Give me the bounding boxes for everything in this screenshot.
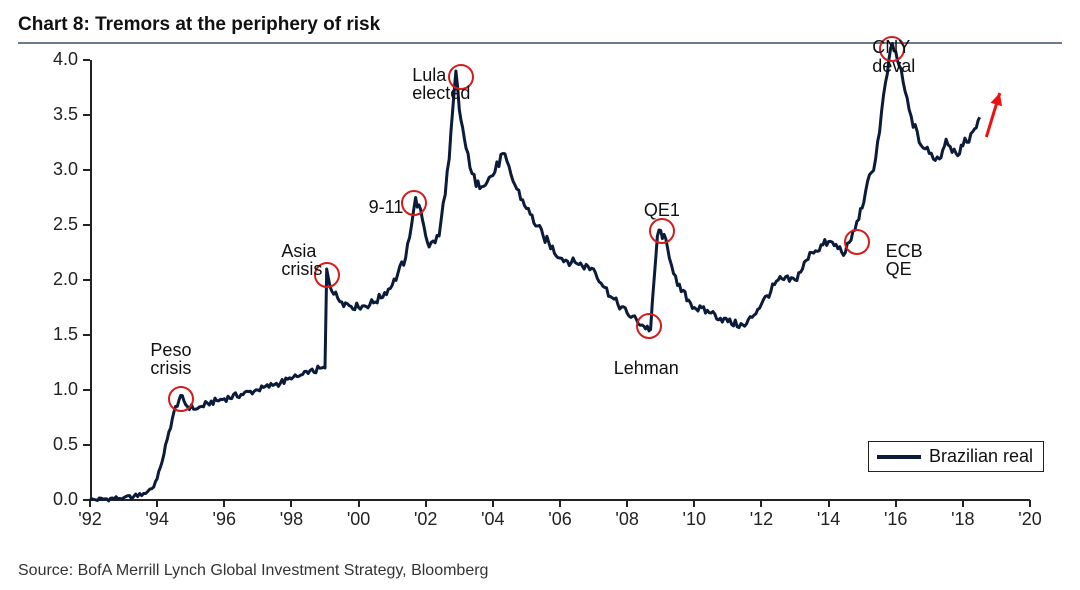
event-label: Lehman: [614, 359, 679, 378]
x-tick-label: '06: [548, 509, 571, 530]
y-tick: [83, 169, 90, 171]
x-tick-label: '16: [884, 509, 907, 530]
x-tick: [1029, 500, 1031, 507]
event-label: Asia crisis: [281, 242, 322, 280]
y-tick-label: 0.5: [28, 434, 78, 455]
event-marker-circle: [844, 229, 870, 255]
y-tick-label: 1.0: [28, 379, 78, 400]
y-tick-label: 0.0: [28, 489, 78, 510]
trend-arrow: [90, 60, 1030, 500]
x-tick-label: '08: [615, 509, 638, 530]
x-tick-label: '12: [750, 509, 773, 530]
y-tick-label: 2.5: [28, 214, 78, 235]
x-tick: [693, 500, 695, 507]
y-tick: [83, 59, 90, 61]
x-tick: [290, 500, 292, 507]
event-label: Peso crisis: [150, 341, 191, 379]
source-text: Source: BofA Merrill Lynch Global Invest…: [18, 562, 488, 580]
legend: Brazilian real: [868, 441, 1044, 472]
x-tick: [559, 500, 561, 507]
y-tick: [83, 114, 90, 116]
x-tick: [425, 500, 427, 507]
x-tick: [358, 500, 360, 507]
x-tick-label: '98: [280, 509, 303, 530]
event-marker-circle: [649, 218, 675, 244]
x-tick-label: '02: [414, 509, 437, 530]
x-tick-label: '10: [683, 509, 706, 530]
event-label: 9-11: [369, 198, 404, 217]
y-tick-label: 3.0: [28, 159, 78, 180]
event-marker-circle: [168, 386, 194, 412]
plot-area: 0.00.51.01.52.02.53.03.54.0'92'94'96'98'…: [90, 60, 1030, 500]
x-tick: [760, 500, 762, 507]
x-tick-label: '92: [78, 509, 101, 530]
x-tick: [828, 500, 830, 507]
legend-label: Brazilian real: [929, 446, 1033, 467]
y-tick-label: 3.5: [28, 104, 78, 125]
x-tick-label: '96: [213, 509, 236, 530]
x-tick-label: '20: [1018, 509, 1041, 530]
x-tick: [156, 500, 158, 507]
x-tick: [962, 500, 964, 507]
x-tick: [492, 500, 494, 507]
x-tick-label: '00: [347, 509, 370, 530]
event-label: Lula elected: [412, 66, 470, 104]
x-tick-label: '04: [481, 509, 504, 530]
x-tick: [895, 500, 897, 507]
x-tick-label: '14: [817, 509, 840, 530]
event-label: CNY deval: [872, 38, 915, 76]
y-tick: [83, 444, 90, 446]
x-tick-label: '94: [145, 509, 168, 530]
y-tick-label: 4.0: [28, 49, 78, 70]
y-tick-label: 1.5: [28, 324, 78, 345]
y-tick: [83, 334, 90, 336]
legend-swatch: [877, 455, 921, 459]
event-marker-circle: [401, 190, 427, 216]
x-tick-label: '18: [951, 509, 974, 530]
x-tick: [626, 500, 628, 507]
event-label: QE1: [644, 201, 680, 220]
y-tick: [83, 224, 90, 226]
chart-container: Chart 8: Tremors at the periphery of ris…: [0, 0, 1080, 590]
y-tick: [83, 389, 90, 391]
x-tick: [223, 500, 225, 507]
y-tick: [83, 279, 90, 281]
event-marker-circle: [636, 313, 662, 339]
y-tick-label: 2.0: [28, 269, 78, 290]
event-label: ECB QE: [886, 242, 923, 280]
